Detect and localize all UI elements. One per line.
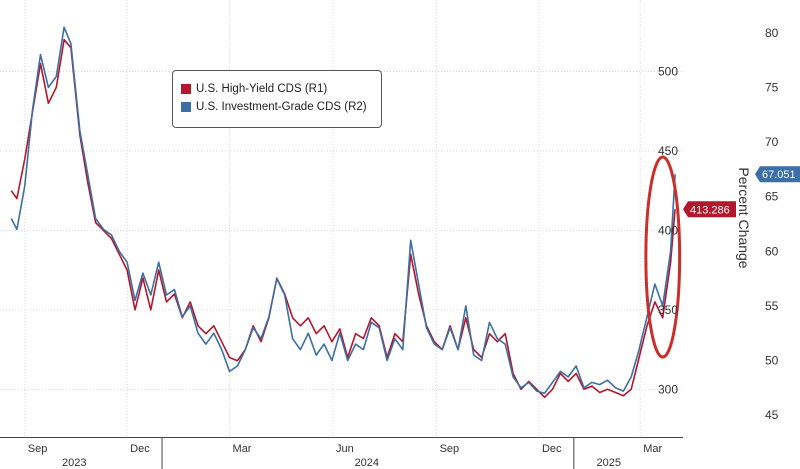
legend-item-high-yield: U.S. High-Yield CDS (R1) <box>181 80 381 98</box>
right-axis-title: Percent Change <box>734 160 754 280</box>
investment-grade-value-label: 67.051 <box>762 169 796 181</box>
left-tick-label: 300 <box>658 382 678 396</box>
left-tick-label: 350 <box>658 303 678 317</box>
right-tick-label: 70 <box>765 135 779 149</box>
investment-grade-value-label-bg <box>755 166 800 183</box>
legend-swatch-investment-grade <box>181 102 191 112</box>
year-label: 2025 <box>596 457 620 469</box>
investment-grade-line <box>10 26 676 395</box>
left-tick-label: 500 <box>658 65 678 79</box>
right-tick-label: 75 <box>765 80 779 94</box>
x-tick-label: Mar <box>643 443 662 455</box>
x-tick-label: Dec <box>130 443 150 455</box>
right-tick-label: 65 <box>765 190 779 204</box>
x-tick-label: Sep <box>440 443 460 455</box>
last-value-labels: 413.286 67.051 <box>683 166 800 218</box>
right-axis-title-text: Percent Change <box>736 167 752 269</box>
legend-swatch-high-yield <box>181 84 191 94</box>
x-tick-label: Jun <box>336 443 354 455</box>
legend-label-high-yield: U.S. High-Yield CDS (R1) <box>196 83 328 95</box>
year-label: 2023 <box>62 457 86 469</box>
gridlines <box>0 0 683 437</box>
right-tick-label: 55 <box>765 299 779 313</box>
x-tick-label: Sep <box>28 443 48 455</box>
legend-label-investment-grade: U.S. Investment-Grade CDS (R2) <box>196 101 367 113</box>
right-tick-label: 80 <box>765 26 779 40</box>
high-yield-value-label: 413.286 <box>690 204 730 216</box>
year-label: 2024 <box>355 457 379 469</box>
highlight-ellipse <box>644 155 682 359</box>
right-tick-label: 60 <box>765 244 779 258</box>
highlight-ellipse-shape <box>644 155 682 359</box>
left-tick-label: 400 <box>658 223 678 237</box>
high-yield-value-label-bg <box>683 201 736 218</box>
legend-item-investment-grade: U.S. Investment-Grade CDS (R2) <box>181 98 381 116</box>
x-tick-label: Dec <box>542 443 562 455</box>
series-lines <box>10 26 676 399</box>
right-tick-label: 45 <box>765 408 779 422</box>
x-tick-label: Mar <box>233 443 252 455</box>
right-axis-labels: 45 50 55 60 65 70 75 80 <box>765 26 779 422</box>
legend: U.S. High-Yield CDS (R1) U.S. Investment… <box>172 70 382 128</box>
left-tick-label: 450 <box>658 144 678 158</box>
left-axis-labels: 300 350 400 450 500 <box>658 65 678 397</box>
right-tick-label: 50 <box>765 354 779 368</box>
x-axis: Sep Dec Mar Jun Sep Dec Mar 2023 2024 2025 <box>0 437 683 469</box>
high-yield-line <box>10 38 676 399</box>
